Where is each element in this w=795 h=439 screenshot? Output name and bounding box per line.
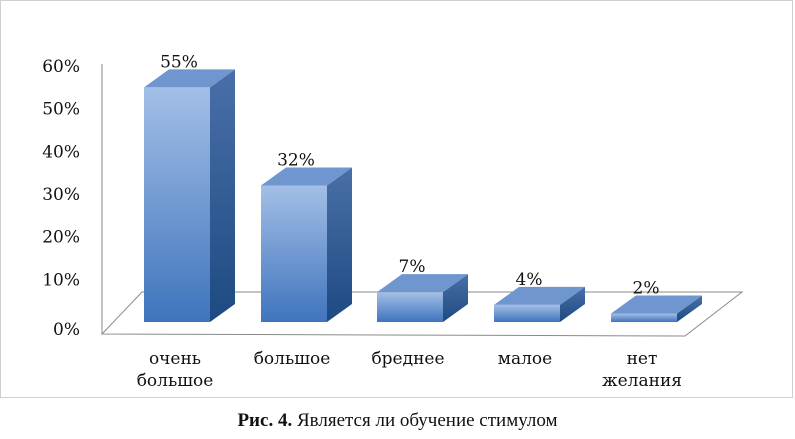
figure-caption: Рис. 4. Является ли обучение стимулом: [0, 410, 795, 432]
chart-floor: [100, 291, 744, 337]
caption-text: Является ли обучение стимулом: [292, 410, 558, 431]
labels-layer: 55% очень большое 32% большое 7% бреднее 4% мало…: [137, 52, 682, 391]
bar: [261, 167, 352, 322]
bar-side: [677, 295, 702, 322]
data-label: 32%: [277, 150, 315, 170]
category-label: бреднее: [371, 349, 444, 369]
data-label: 7%: [399, 257, 426, 277]
y-tick-label: 50%: [42, 100, 80, 120]
y-tick-label: 10%: [42, 270, 80, 290]
bar-front: [611, 313, 677, 322]
y-tick-label: 40%: [42, 142, 80, 162]
bar: [377, 274, 468, 322]
bar-front: [144, 87, 210, 322]
bar-side: [560, 286, 585, 322]
bar-side: [210, 69, 235, 322]
bar-chart: 0% 10% 20% 30% 40% 50% 60% 55% очень большое 32% б…: [42, 52, 744, 391]
bar-top: [611, 295, 702, 314]
bar-top: [261, 167, 352, 186]
bar-side: [443, 274, 468, 322]
chart-frame: [0, 0, 793, 398]
bar-front: [494, 304, 560, 322]
category-label: очень большое: [137, 349, 214, 391]
bar-top: [494, 286, 585, 305]
bar: [611, 295, 702, 322]
category-label: большое: [254, 349, 331, 369]
y-tick-label: 30%: [42, 185, 80, 205]
bar: [494, 286, 585, 322]
y-tick-label: 60%: [42, 57, 80, 77]
category-label: нет желания: [602, 349, 682, 391]
data-label: 4%: [516, 270, 543, 290]
bars-layer: [144, 69, 702, 322]
bar: [144, 69, 235, 322]
data-label: 2%: [633, 278, 660, 298]
bar-front: [377, 292, 443, 322]
y-tick-label: 0%: [53, 320, 80, 340]
data-label: 55%: [160, 52, 198, 72]
bar-front: [261, 185, 327, 322]
bar-top: [144, 69, 235, 88]
bar-side: [327, 167, 352, 322]
category-label: малое: [498, 349, 552, 369]
bar-top: [377, 274, 468, 293]
y-tick-label: 20%: [42, 228, 80, 248]
caption-prefix: Рис. 4.: [237, 410, 293, 431]
axis-layer: 0% 10% 20% 30% 40% 50% 60%: [42, 57, 744, 340]
